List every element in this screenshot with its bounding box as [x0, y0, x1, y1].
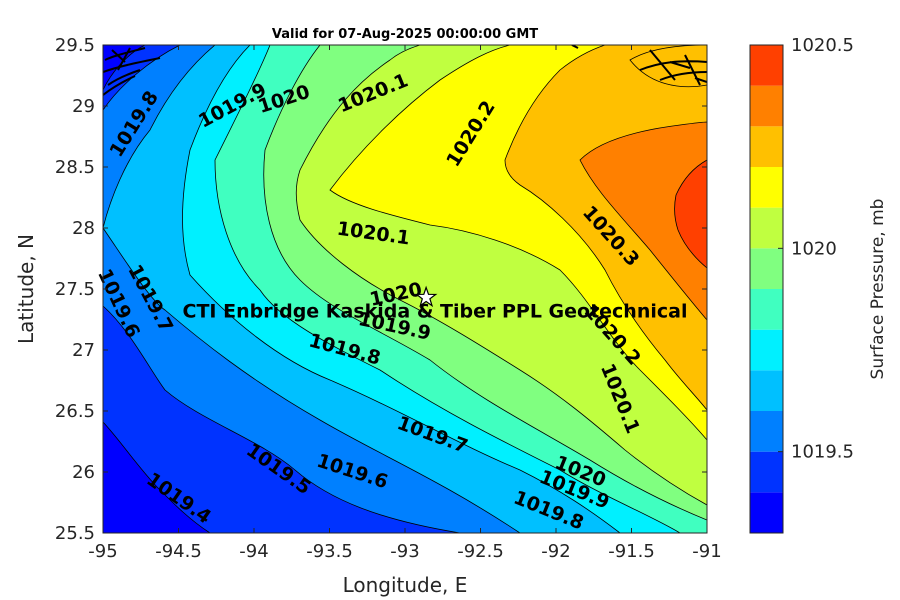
x-tick-label: -92 [541, 541, 570, 562]
x-axis-label: Longitude, E [343, 573, 468, 597]
annotation-text: CTI Enbridge Kaskida & Tiber PPL Geotech… [183, 301, 688, 323]
y-tick-label: 29.5 [55, 35, 95, 56]
y-tick-label: 25.5 [55, 523, 95, 544]
band-1020.4 [674, 159, 707, 269]
coastline-right [571, 45, 707, 86]
y-tick-label: 26.5 [55, 401, 95, 422]
colorbar-segment [750, 451, 783, 493]
coastline [103, 45, 707, 96]
colorbar-tick-label: 1019.5 [791, 442, 854, 463]
colorbar-tick-label: 1020 [791, 238, 837, 259]
x-tick-label: -91 [692, 541, 721, 562]
colorbar-segment [750, 248, 783, 289]
y-tick-label: 28.5 [55, 157, 95, 178]
y-axis-label: Latitude, N [14, 234, 38, 344]
colorbar-segment [750, 207, 783, 249]
band-1020.2-topright [629, 45, 707, 88]
annotation: CTI Enbridge Kaskida & Tiber PPL Geotech… [183, 285, 688, 323]
x-tick-label: -94.5 [155, 541, 202, 562]
colorbar-segment [750, 126, 783, 167]
y-tick-label: 28 [72, 218, 95, 239]
y-tick-label: 27 [72, 340, 95, 361]
colorbar-label: Surface Pressure, mb [868, 199, 888, 380]
x-tick-label: -95 [88, 541, 117, 562]
x-tick-label: -93 [390, 541, 419, 562]
colorbar-segment [750, 411, 783, 452]
coastline-left [103, 47, 161, 96]
colorbar-segment [750, 167, 783, 208]
contour-bands [103, 45, 707, 533]
x-tick-label: -92.5 [457, 541, 504, 562]
y-axis: 25.5 26 26.5 27 27.5 28 28.5 29 29.5 [55, 35, 707, 544]
colorbar-segment [750, 370, 783, 411]
colorbar-segment [750, 329, 783, 371]
x-tick-label: -93.5 [306, 541, 353, 562]
colorbar-tick-label: 1020.5 [791, 35, 854, 56]
colorbar: 1019.5 1020 1020.5 [749, 35, 854, 534]
x-tick-label: -91.5 [608, 541, 655, 562]
colorbar-frame [749, 44, 784, 534]
x-axis: -95 -94.5 -94 -93.5 -93 -92.5 -92 -91.5 -91 [88, 45, 722, 562]
colorbar-segment [750, 492, 783, 533]
y-tick-label: 26 [72, 462, 95, 483]
y-tick-label: 29 [72, 96, 95, 117]
x-tick-label: -94 [239, 541, 268, 562]
chart-title: Valid for 07-Aug-2025 00:00:00 GMT [272, 27, 538, 42]
colorbar-segment [750, 289, 783, 330]
colorbar-segment [750, 85, 783, 127]
y-tick-label: 27.5 [55, 279, 95, 300]
site-star-icon [414, 285, 438, 308]
colorbar-segment [750, 45, 783, 86]
